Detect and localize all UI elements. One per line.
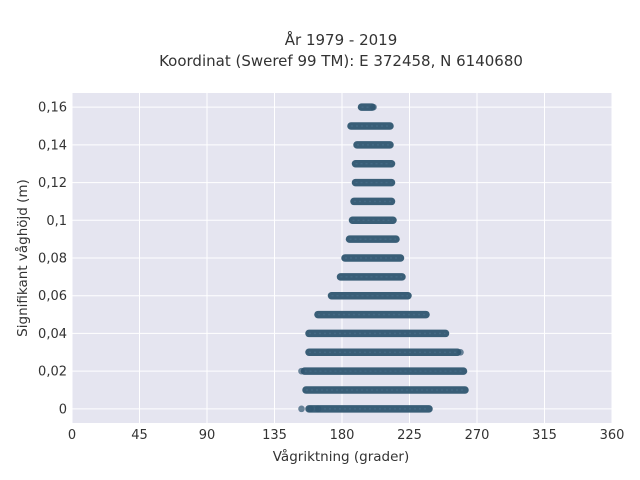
data-point xyxy=(314,405,322,413)
y-tick-label: 0,16 xyxy=(38,101,67,116)
x-tick-label: 45 xyxy=(131,428,148,443)
y-tick-label: 0,06 xyxy=(38,289,67,304)
scatter-points xyxy=(298,103,469,413)
data-point xyxy=(307,405,314,413)
x-tick-label: 360 xyxy=(600,428,625,443)
x-tick-label: 180 xyxy=(330,428,355,443)
y-tick-label: 0,04 xyxy=(38,327,67,342)
chart-title: År 1979 - 2019 xyxy=(285,30,398,49)
y-tick-label: 0,14 xyxy=(38,138,67,153)
data-point xyxy=(457,348,464,356)
y-axis-ticks: 0 0,02 0,04 0,06 0,08 0,1 0,12 0,14 0,16 xyxy=(38,101,67,418)
x-tick-label: 270 xyxy=(465,428,490,443)
y-tick-label: 0,02 xyxy=(38,365,67,380)
data-point xyxy=(298,405,305,413)
y-axis-label: Signifikant våghöjd (m) xyxy=(14,179,31,337)
data-point xyxy=(370,103,377,111)
x-axis-label: Vågriktning (grader) xyxy=(273,448,410,465)
x-tick-label: 225 xyxy=(397,428,422,443)
x-tick-label: 315 xyxy=(532,428,557,443)
x-tick-label: 90 xyxy=(199,428,216,443)
y-tick-label: 0,1 xyxy=(46,214,67,229)
x-tick-label: 135 xyxy=(262,428,287,443)
x-axis-ticks: 0 45 90 135 180 225 270 315 360 xyxy=(68,428,625,443)
y-tick-label: 0,12 xyxy=(38,176,67,191)
chart-subtitle: Koordinat (Sweref 99 TM): E 372458, N 61… xyxy=(159,52,523,70)
x-tick-label: 0 xyxy=(68,428,76,443)
y-tick-label: 0,08 xyxy=(38,252,67,267)
y-tick-label: 0 xyxy=(59,402,67,417)
data-point xyxy=(298,367,305,375)
